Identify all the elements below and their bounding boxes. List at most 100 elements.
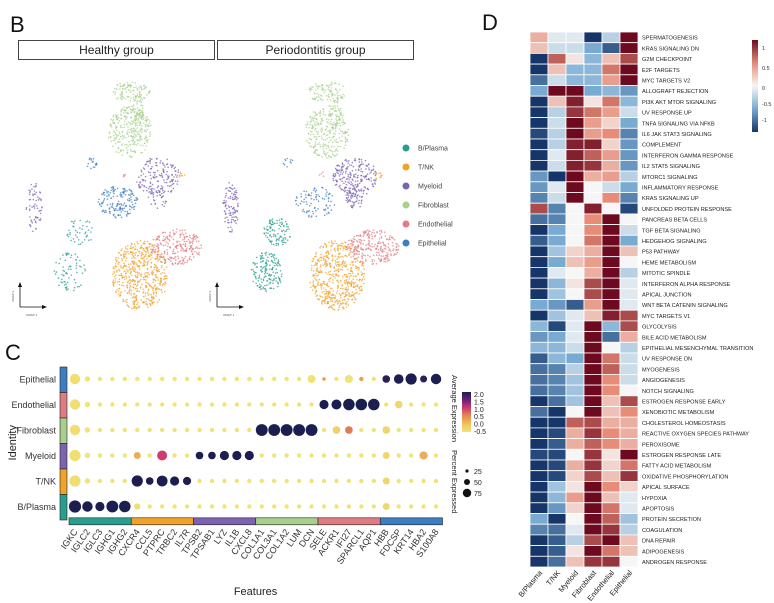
umap-point: [335, 115, 338, 118]
umap-point: [362, 163, 365, 165]
umap-point: [143, 168, 146, 170]
umap-point: [324, 258, 327, 261]
umap-point: [136, 103, 138, 105]
umap-point: [143, 256, 145, 259]
umap-point: [336, 287, 339, 289]
umap-point: [337, 145, 339, 148]
umap-point: [144, 276, 147, 278]
umap-point: [149, 157, 151, 160]
umap-point: [130, 116, 132, 119]
umap-point: [154, 257, 157, 260]
dot-myeloid-il7r: [184, 453, 190, 458]
umap-point: [113, 275, 116, 278]
dot-epithelial-col1a1: [259, 376, 264, 382]
umap-point: [167, 245, 169, 248]
umap-point: [339, 297, 342, 299]
umap-point: [157, 238, 159, 240]
heatmap-cell: [547, 438, 567, 450]
umap-point: [189, 236, 191, 239]
umap-point: [231, 230, 233, 233]
umap-point: [35, 205, 38, 207]
heatmap-cell: [547, 545, 567, 557]
heatmap-cell: [547, 373, 567, 386]
umap-point: [335, 168, 338, 171]
dot-epithelial-lum: [296, 376, 302, 382]
umap-point: [344, 288, 346, 290]
heatmap-cell: [601, 95, 621, 108]
umap-point: [312, 282, 315, 284]
umap-point: [330, 209, 333, 211]
heatmap-cell: [529, 42, 549, 54]
umap-point: [134, 283, 137, 286]
umap-point: [317, 200, 320, 202]
umap-point: [317, 133, 319, 135]
umap-point: [281, 239, 284, 242]
umap-point: [184, 244, 186, 246]
umap-point: [68, 229, 70, 232]
umap-point: [160, 243, 163, 246]
umap-point: [115, 129, 118, 131]
umap-point: [181, 256, 183, 259]
umap-point: [158, 282, 161, 285]
umap-point: [70, 254, 73, 256]
umap-point: [311, 126, 314, 129]
umap-point: [171, 262, 174, 265]
umap-point: [312, 133, 315, 136]
umap-point: [329, 120, 332, 123]
umap-point: [79, 243, 82, 245]
umap-point: [160, 192, 163, 195]
umap-point: [123, 96, 125, 99]
umap-point: [172, 178, 174, 181]
umap-point: [118, 269, 121, 272]
umap-point: [133, 305, 135, 308]
dot-epithelial-tpsab1: [209, 376, 215, 382]
umap-point: [28, 199, 31, 201]
heatmap-cell: [529, 181, 549, 193]
umap-point: [345, 264, 348, 266]
dot-endothelial-dcn: [309, 402, 314, 407]
umap-point: [164, 277, 167, 280]
umap-point: [324, 271, 327, 274]
umap-point: [275, 264, 278, 266]
umap-point: [143, 242, 145, 245]
umap-point: [184, 243, 187, 245]
umap-point: [129, 148, 132, 151]
umap-point: [335, 121, 338, 123]
heatmap-row-label: APICAL JUNCTION: [642, 293, 692, 299]
umap-point: [335, 118, 337, 120]
umap-point: [31, 222, 34, 224]
umap-point: [331, 255, 334, 257]
legend-swatch: [402, 144, 410, 152]
umap-point: [150, 285, 153, 288]
heatmap-cell: [565, 331, 585, 343]
umap-point: [250, 269, 253, 271]
dot-b-plasma-sele: [321, 504, 327, 509]
umap-point: [332, 107, 335, 110]
heatmap-cell: [619, 266, 639, 279]
umap-point: [177, 251, 179, 253]
umap-point: [330, 240, 333, 242]
umap-point: [270, 243, 273, 245]
umap-point: [322, 110, 325, 113]
umap-point: [86, 220, 89, 222]
umap-point: [112, 285, 115, 287]
umap-point: [172, 187, 175, 190]
umap-point: [272, 271, 274, 273]
heatmap-cell: [583, 202, 603, 215]
dot-fibroblast-tpsb2: [197, 427, 202, 433]
umap-point: [145, 136, 147, 139]
umap-point: [344, 140, 347, 143]
umap-point: [125, 277, 128, 279]
umap-point: [272, 266, 274, 269]
umap-point: [87, 239, 90, 241]
umap-point: [286, 239, 289, 241]
umap-point: [139, 121, 142, 123]
umap-point: [316, 149, 319, 151]
umap-point: [264, 287, 266, 290]
umap-point: [342, 132, 344, 135]
heatmap-cell: [565, 320, 585, 332]
umap-point: [141, 283, 143, 286]
umap-point: [309, 87, 311, 89]
umap-point: [396, 243, 399, 246]
umap-point: [312, 260, 314, 262]
